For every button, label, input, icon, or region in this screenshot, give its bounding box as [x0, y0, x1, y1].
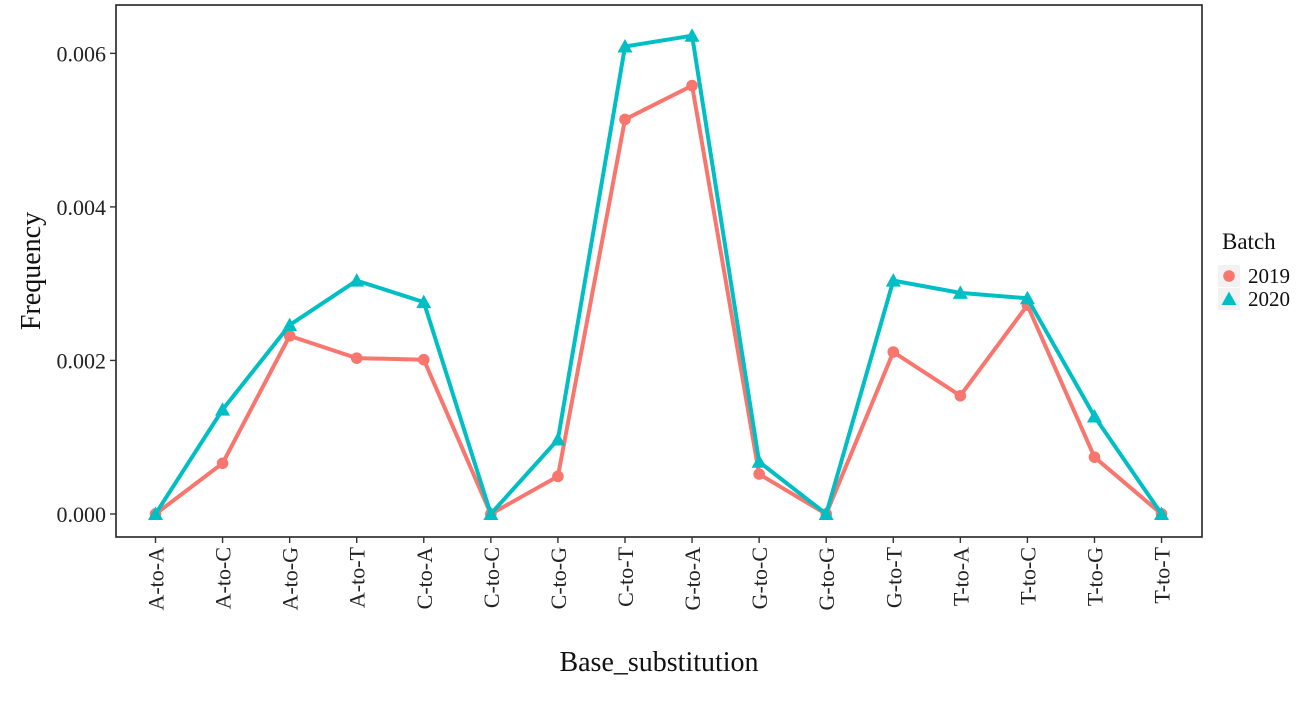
legend-label: 2019 — [1248, 264, 1290, 288]
x-tick-label: G-to-C — [747, 547, 772, 609]
data-point — [283, 330, 296, 342]
data-point — [483, 506, 499, 520]
data-point — [686, 79, 698, 92]
y-axis-title: Frequency — [16, 212, 47, 330]
series-2020 — [148, 28, 1170, 520]
legend-title: Batch — [1222, 229, 1276, 254]
x-tick-label: T-to-A — [948, 547, 973, 606]
x-tick-label: A-to-G — [278, 547, 303, 611]
x-axis: A-to-A A-to-C A-to-G A-to-T C-to-A C-to-C C-to… — [144, 537, 1175, 611]
data-point — [885, 273, 901, 287]
data-point — [1154, 506, 1170, 520]
series-line-2019 — [154, 83, 1163, 516]
series-line-2020 — [153, 33, 1164, 516]
y-tick-label: 0.002 — [57, 348, 107, 373]
y-axis: 0.000 0.002 0.004 0.006 — [57, 41, 116, 527]
y-tick-label: 0.000 — [57, 502, 107, 527]
series-layer — [148, 28, 1170, 520]
x-tick-label: T-to-C — [1015, 547, 1040, 605]
data-point — [216, 457, 229, 470]
x-tick-label: C-to-T — [613, 546, 638, 606]
data-point — [148, 506, 163, 520]
data-point — [751, 454, 767, 468]
x-tick-label: A-to-A — [144, 547, 169, 611]
data-point — [550, 432, 566, 446]
data-point — [417, 353, 430, 366]
data-point — [1088, 451, 1101, 463]
x-tick-label: C-to-G — [546, 547, 571, 609]
x-tick-label: G-to-G — [814, 547, 839, 611]
legend-key-2019 — [1223, 270, 1235, 282]
data-point — [1019, 290, 1035, 305]
data-point — [350, 352, 363, 364]
legend-label: 2020 — [1248, 287, 1290, 311]
legend-key-2020 — [1221, 291, 1237, 305]
data-point — [282, 317, 298, 332]
data-point — [887, 346, 900, 358]
data-point — [954, 389, 967, 402]
x-tick-label: T-to-G — [1082, 547, 1107, 606]
data-point — [215, 402, 231, 416]
data-point — [619, 113, 631, 126]
x-tick-label: A-to-C — [211, 547, 236, 609]
data-point — [349, 273, 365, 287]
data-point — [552, 470, 564, 483]
x-axis-title: Base_substitution — [559, 647, 758, 678]
y-tick-label: 0.004 — [57, 195, 107, 220]
plot-panel — [115, 4, 1203, 538]
data-point — [1086, 408, 1102, 423]
x-tick-label: T-to-T — [1150, 546, 1175, 603]
data-point — [952, 285, 968, 299]
data-point — [617, 38, 633, 53]
data-point — [818, 506, 834, 520]
x-tick-label: C-to-C — [479, 547, 504, 608]
x-tick-label: C-to-A — [412, 547, 437, 609]
data-point — [416, 294, 432, 309]
data-point — [684, 28, 700, 42]
x-tick-label: G-to-T — [881, 546, 906, 608]
x-tick-label: G-to-A — [680, 547, 705, 611]
x-tick-label: A-to-T — [345, 546, 370, 608]
data-point — [753, 468, 765, 480]
y-tick-label: 0.006 — [57, 41, 107, 66]
